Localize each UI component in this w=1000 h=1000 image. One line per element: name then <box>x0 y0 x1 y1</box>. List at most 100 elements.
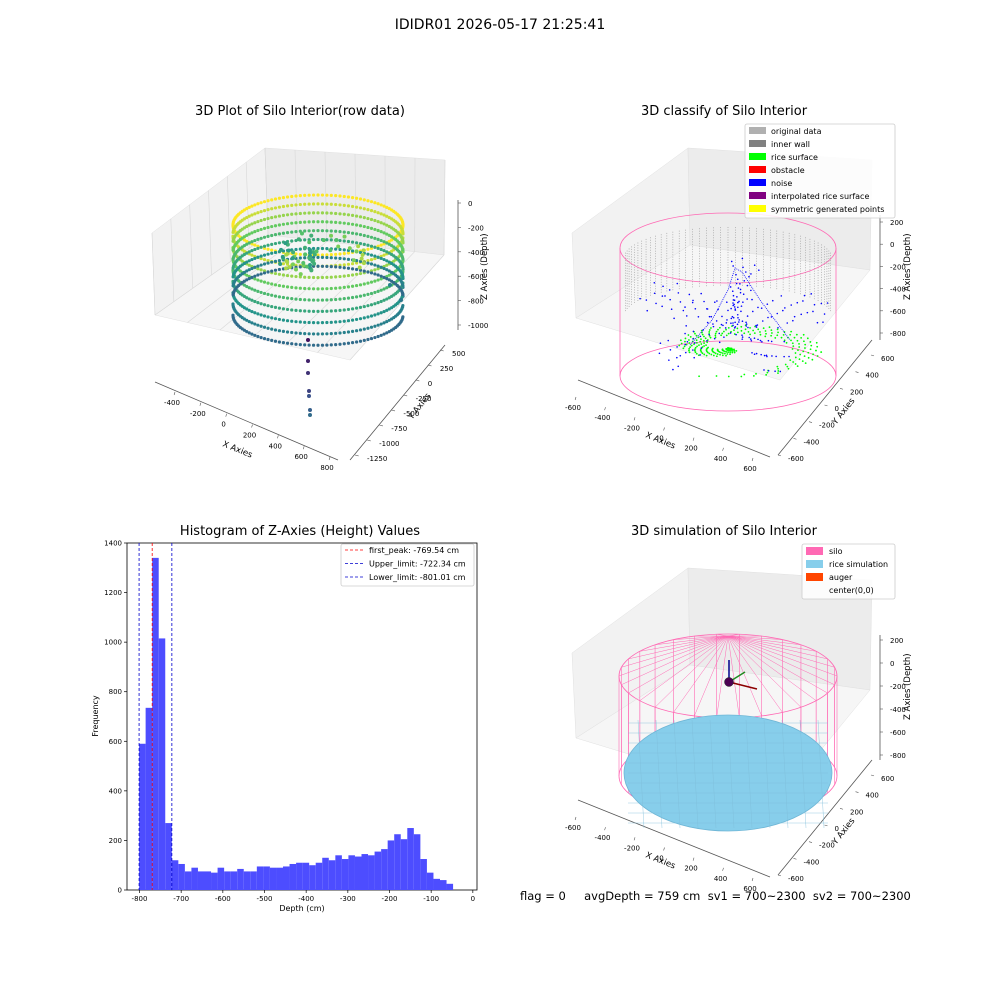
data-point <box>308 251 312 255</box>
data-point <box>307 229 311 233</box>
panel1-x-tick-mark <box>277 435 279 439</box>
data-point <box>366 292 370 296</box>
figure-title: IDIDR01 2026-05-17 21:25:41 <box>394 17 606 33</box>
noise-point <box>721 315 723 318</box>
data-point <box>373 268 377 272</box>
data-point <box>256 289 260 293</box>
noise-point <box>746 284 749 287</box>
noise-point <box>751 298 753 301</box>
rice-surface-point <box>688 347 691 350</box>
data-point <box>373 272 377 276</box>
noise-point <box>676 346 678 348</box>
data-point <box>369 208 374 213</box>
data-point <box>362 198 366 202</box>
data-point <box>338 203 342 207</box>
noise-point <box>703 300 705 303</box>
rice-surface-point <box>696 345 698 348</box>
data-point <box>320 332 325 336</box>
data-point <box>376 246 380 250</box>
data-point <box>253 243 257 247</box>
rice-surface-point <box>725 347 728 350</box>
panel1-y-tick-label: -250 <box>416 395 432 403</box>
data-point <box>262 244 267 248</box>
panel1-z-tick-label: -1000 <box>468 322 488 330</box>
histogram-bar <box>374 851 382 890</box>
rice-surface-point <box>733 351 736 354</box>
histogram-bar <box>413 834 421 890</box>
panel2-title: 3D classify of Silo Interior <box>640 104 808 119</box>
data-point <box>387 269 391 273</box>
noise-point <box>776 312 779 315</box>
rice-surface-point <box>759 331 761 333</box>
data-point <box>311 237 316 242</box>
histogram-bar <box>197 871 205 890</box>
rice-surface-point <box>804 343 807 346</box>
data-point <box>325 247 329 251</box>
data-point <box>362 233 366 238</box>
data-point <box>298 211 302 216</box>
rice-surface-point <box>749 326 751 329</box>
rice-surface-point <box>736 331 739 334</box>
data-point <box>320 298 325 302</box>
data-point <box>390 306 394 310</box>
noise-point <box>693 342 696 344</box>
rice-surface-point <box>708 334 711 337</box>
data-point <box>366 270 370 274</box>
data-point <box>385 320 389 324</box>
silo-cone-line <box>727 635 817 701</box>
data-point <box>390 249 394 253</box>
data-point <box>298 286 302 290</box>
noise-point <box>774 370 776 373</box>
data-point <box>376 202 380 206</box>
data-point <box>387 307 391 311</box>
rice-surface-point <box>731 351 734 354</box>
data-point <box>346 319 351 323</box>
data-point <box>354 261 359 265</box>
data-point <box>307 240 312 245</box>
panel2-x-tick-label: 400 <box>714 455 727 463</box>
data-point <box>242 235 246 239</box>
rice-surface-point <box>683 345 686 348</box>
data-point <box>256 301 260 305</box>
rice-surface-point <box>699 340 702 343</box>
legend-label: auger <box>829 573 853 582</box>
histogram-bar <box>204 871 212 890</box>
panel4-z-tick-label: -200 <box>890 683 906 691</box>
data-point <box>350 307 355 311</box>
data-point <box>338 265 342 269</box>
data-point <box>401 257 405 261</box>
histogram-bar <box>328 860 336 890</box>
rice-surface-point <box>690 344 693 347</box>
data-point <box>250 298 254 302</box>
data-point <box>287 265 292 270</box>
data-point <box>298 331 302 335</box>
data-point <box>285 296 290 300</box>
rice-surface-point <box>786 365 789 368</box>
data-point <box>247 286 251 290</box>
rice-surface-point <box>798 342 800 345</box>
data-point <box>256 202 260 206</box>
x-tick-label: 0 <box>471 895 475 903</box>
data-point <box>245 273 249 277</box>
data-point <box>277 267 282 272</box>
noise-point <box>775 355 777 358</box>
data-point <box>259 290 263 295</box>
data-point <box>382 321 386 325</box>
panel1-z-tick-label: -600 <box>468 273 484 281</box>
data-point <box>273 259 278 263</box>
noise-point <box>748 336 750 339</box>
rice-surface-point <box>703 335 705 338</box>
data-point <box>320 202 325 206</box>
data-point <box>256 312 260 316</box>
data-point <box>342 297 346 301</box>
noise-point <box>784 307 786 309</box>
legend-swatch <box>806 547 823 555</box>
noise-point <box>736 313 739 316</box>
legend-label: rice surface <box>771 153 818 162</box>
data-point <box>250 249 254 253</box>
data-point <box>334 256 338 260</box>
data-point <box>311 250 316 255</box>
data-point <box>253 288 257 292</box>
data-point <box>362 216 366 220</box>
data-point <box>253 212 257 216</box>
